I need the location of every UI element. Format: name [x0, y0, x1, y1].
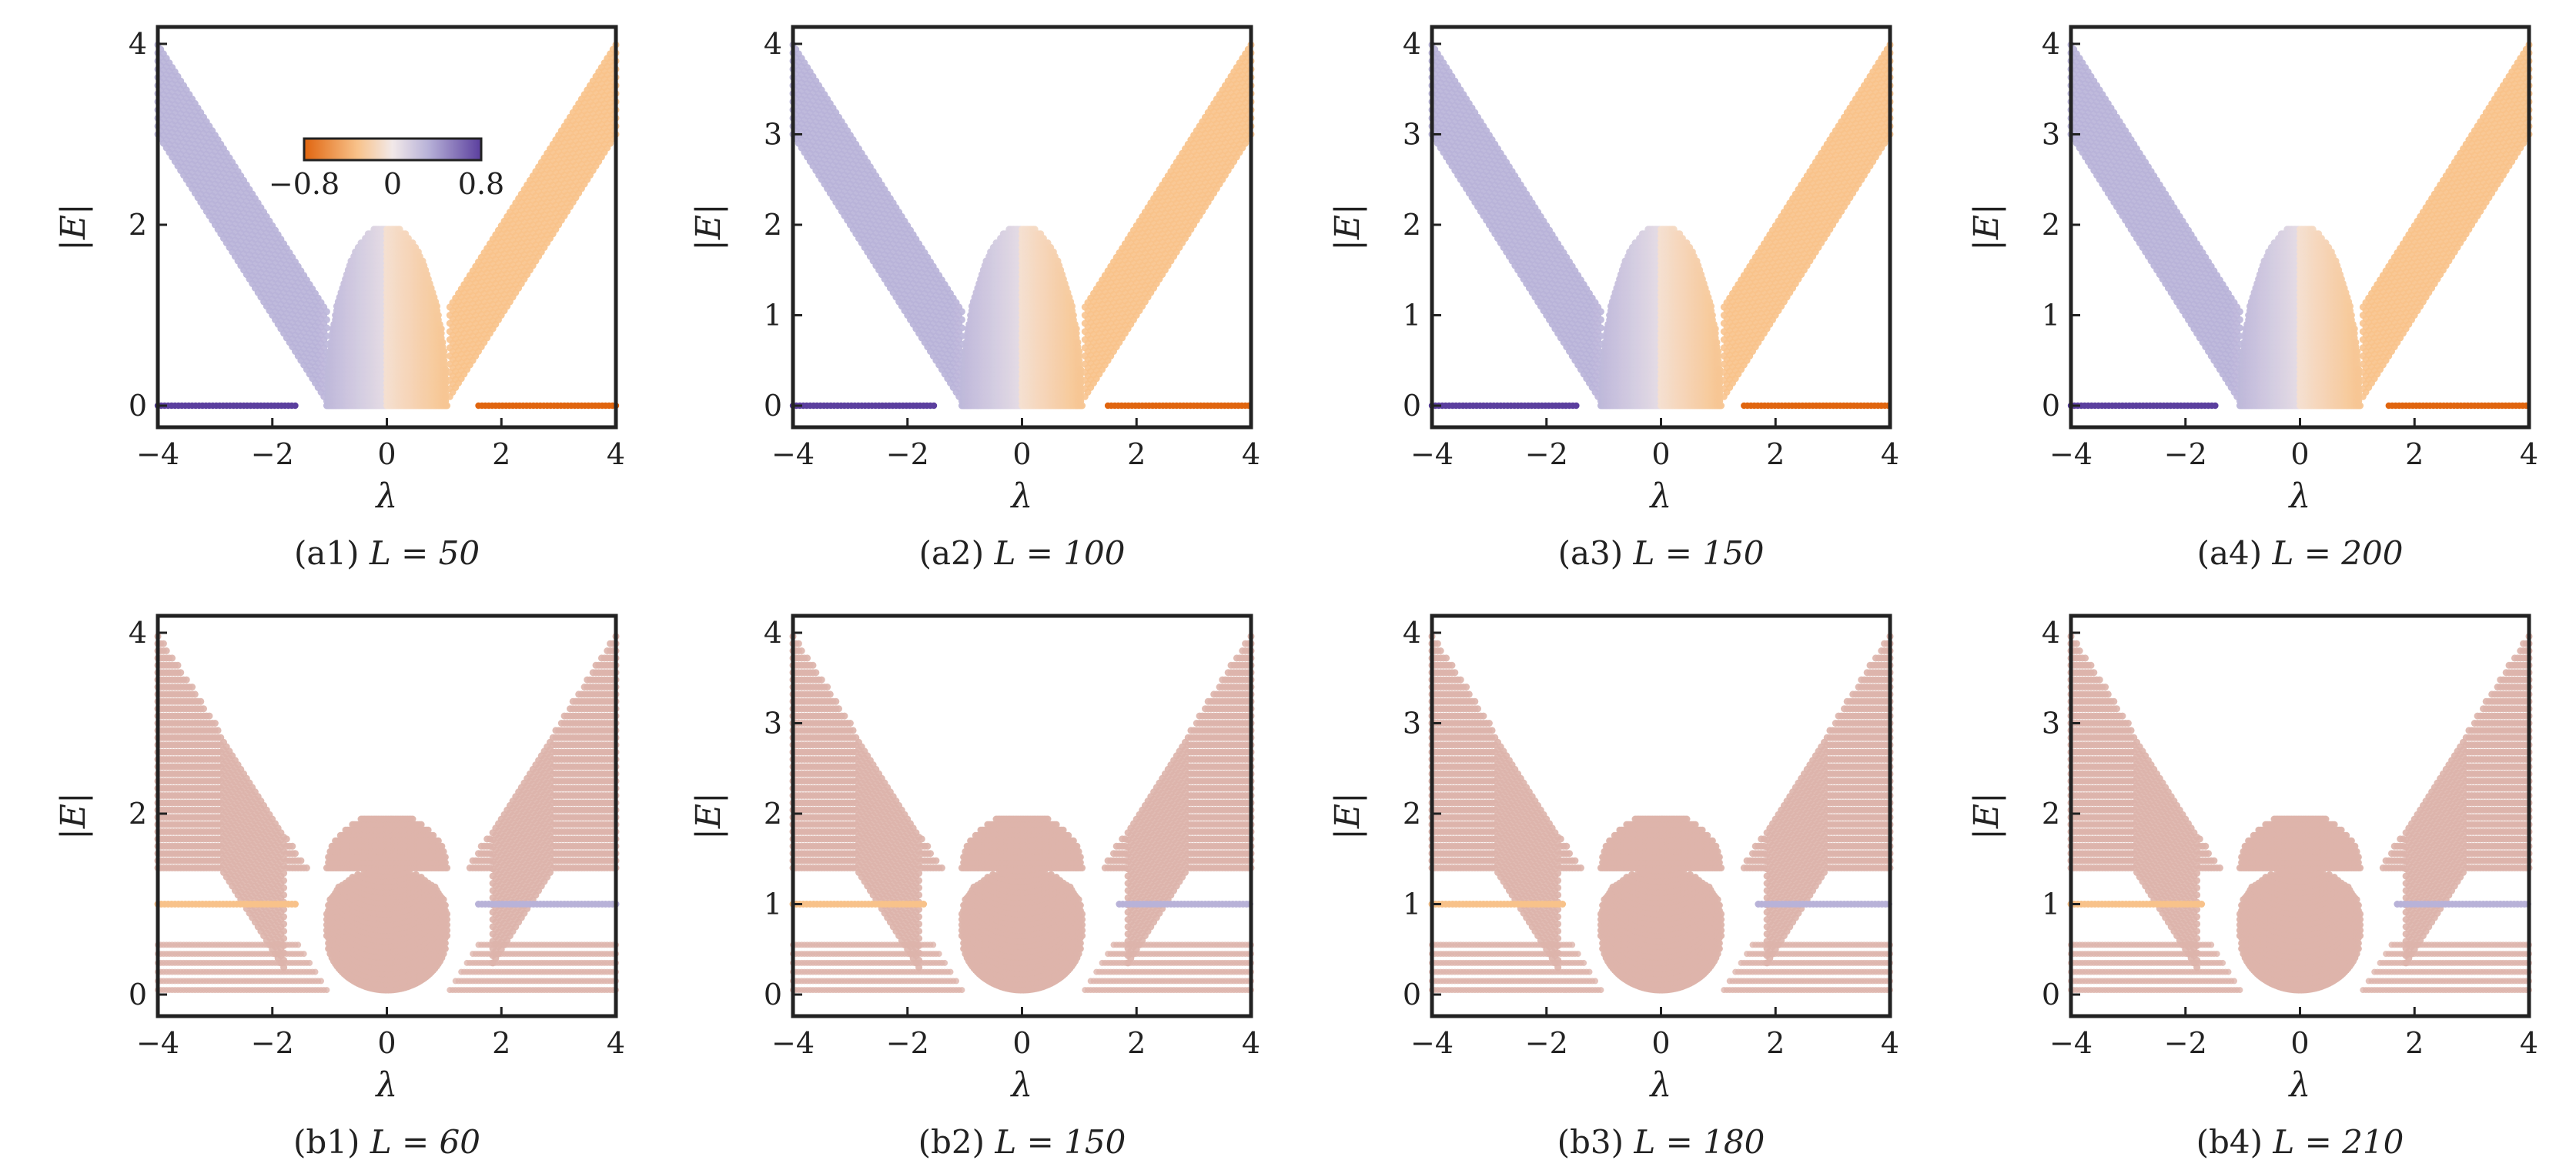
data-point: [323, 316, 330, 323]
x-axis-title: λ: [375, 476, 398, 516]
y-tick-label: 2: [129, 208, 147, 242]
panel-caption: (a1) L = 50: [294, 534, 480, 572]
colorbar-gradient: [304, 139, 481, 160]
data-point: [323, 308, 330, 315]
data-point: [958, 316, 965, 323]
data-point: [442, 366, 449, 373]
x-tick-label: 0: [377, 437, 396, 471]
plot-area: [790, 42, 1255, 410]
data-point: [438, 326, 445, 333]
x-tick-label: −2: [251, 437, 294, 471]
data-point: [440, 339, 447, 346]
panel-L-value: L = 50: [369, 534, 480, 572]
x-tick-label: −4: [136, 437, 179, 471]
data-point: [440, 348, 447, 355]
colorbar-tick-label: −0.8: [269, 167, 340, 201]
y-tick-label: 4: [129, 27, 147, 61]
data-point: [433, 303, 440, 309]
data-point: [443, 403, 450, 410]
colorbar-tick-label: 0: [383, 167, 402, 201]
y-axis-title: |E|: [54, 203, 93, 251]
panel-a1: −4 −2 0 2 4 0 2 4 λ |E| (a1) L = 50 −0.8 0 0.8: [54, 27, 625, 572]
panel-a2: −4 −2 0 2 401234λ|E|(a2) L = 100: [689, 27, 1260, 572]
data-point: [292, 403, 298, 409]
panel-label: (a1): [294, 534, 370, 572]
data-point: [958, 308, 965, 315]
colorbar: −0.8 0 0.8: [269, 139, 504, 201]
plot-area: [155, 42, 620, 410]
y-tick-label: 0: [129, 389, 147, 423]
colorbar-tick-label: 0.8: [458, 167, 504, 201]
data-point: [435, 312, 442, 319]
x-tick-label: 4: [607, 437, 625, 471]
x-tick-label: 2: [492, 437, 510, 471]
